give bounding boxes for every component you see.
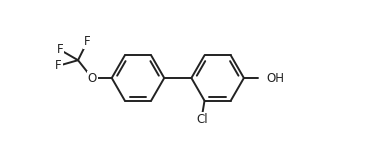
Text: OH: OH	[266, 71, 284, 85]
Text: Cl: Cl	[196, 113, 208, 126]
Text: F: F	[55, 59, 62, 72]
Text: O: O	[88, 71, 97, 85]
Text: F: F	[57, 43, 64, 56]
Text: F: F	[84, 35, 91, 48]
